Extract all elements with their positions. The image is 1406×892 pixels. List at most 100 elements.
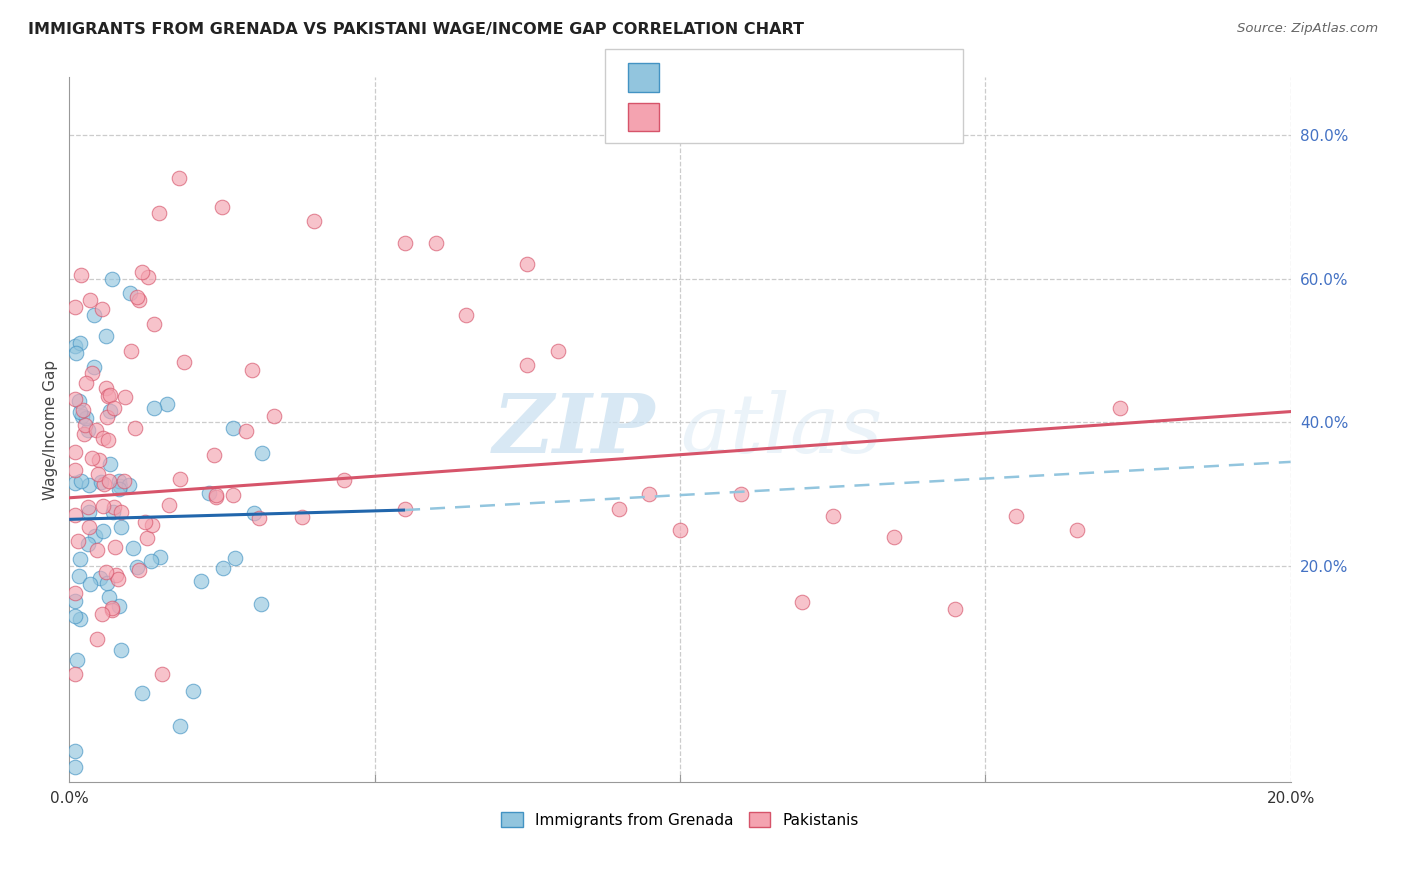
Point (110, 520, 132, 534)
Point (97, 475, 120, 489)
Point (97, 389, 120, 403)
Point (118, 478, 141, 492)
Point (112, 475, 135, 489)
Text: 56: 56 (797, 69, 820, 87)
Point (77, 478, 100, 492)
Point (141, 554, 163, 568)
Point (97, 590, 120, 604)
Point (211, 200, 233, 214)
Point (100, 601, 122, 615)
Point (66, 533, 89, 548)
Text: atlas: atlas (681, 390, 883, 469)
Point (124, 420, 146, 434)
Point (135, 531, 157, 545)
Point (69, 336, 91, 351)
Point (90, 475, 112, 489)
Point (69, 612, 91, 626)
Point (98, 404, 121, 418)
Point (86, 632, 108, 646)
Point (134, 515, 156, 529)
Point (198, 486, 221, 500)
Point (65, 508, 87, 522)
Point (1066, 523, 1088, 537)
Point (69, 404, 91, 418)
Point (205, 490, 228, 504)
Point (224, 550, 246, 565)
Point (173, 355, 195, 369)
Point (100, 603, 122, 617)
Point (70, 268, 93, 282)
Point (110, 643, 132, 657)
Point (77, 537, 100, 551)
Point (516, 257, 538, 271)
Point (204, 488, 226, 502)
Point (84, 529, 107, 543)
Point (86, 467, 108, 481)
Text: N =: N = (759, 108, 807, 126)
Point (142, 401, 165, 415)
Point (75, 417, 97, 432)
Point (72, 402, 94, 417)
Point (128, 563, 150, 577)
Point (148, 206, 170, 220)
Point (83, 359, 105, 374)
Legend: Immigrants from Grenada, Pakistanis: Immigrants from Grenada, Pakistanis (495, 806, 865, 834)
Point (65, 339, 87, 353)
Point (96, 409, 118, 424)
Point (121, 541, 143, 556)
Point (394, 235, 416, 250)
Point (75, 410, 97, 425)
Point (82, 366, 104, 380)
Point (221, 488, 243, 502)
Point (80, 450, 103, 465)
Point (91, 431, 114, 445)
Point (65, 594, 87, 608)
Point (190, 574, 212, 588)
Point (87, 453, 110, 467)
Point (73, 427, 96, 442)
Point (65, 586, 87, 600)
Point (65, 476, 87, 491)
Point (98, 457, 121, 471)
Point (136, 270, 159, 285)
Point (65, 608, 87, 623)
Point (120, 285, 142, 300)
Point (108, 599, 131, 613)
Point (243, 506, 266, 520)
Point (90, 301, 112, 316)
Point (65, 463, 87, 477)
Point (181, 684, 204, 698)
Text: N =: N = (759, 69, 807, 87)
Point (169, 472, 191, 486)
Point (79, 577, 101, 591)
Y-axis label: Wage/Income Gap: Wage/Income Gap (44, 359, 58, 500)
Point (66, 653, 89, 667)
Point (70, 475, 93, 489)
Point (250, 445, 273, 459)
Point (169, 719, 191, 733)
Point (65, 744, 87, 758)
Point (516, 358, 538, 372)
Point (141, 518, 163, 533)
Point (67, 569, 90, 583)
Text: 0.045: 0.045 (707, 69, 759, 87)
Point (96, 575, 118, 590)
Point (547, 343, 569, 358)
Point (67, 394, 90, 409)
Point (103, 500, 125, 515)
Point (607, 501, 630, 516)
Point (1004, 508, 1026, 523)
Point (149, 550, 172, 565)
Text: ZIP: ZIP (494, 390, 655, 469)
Point (97, 433, 120, 447)
Point (108, 482, 131, 496)
Point (89, 571, 111, 585)
Point (94, 381, 117, 395)
Point (103, 401, 125, 415)
Point (156, 397, 179, 411)
Point (167, 171, 190, 186)
Point (77, 520, 100, 534)
Point (790, 595, 813, 609)
Point (821, 508, 844, 523)
Point (456, 308, 478, 322)
